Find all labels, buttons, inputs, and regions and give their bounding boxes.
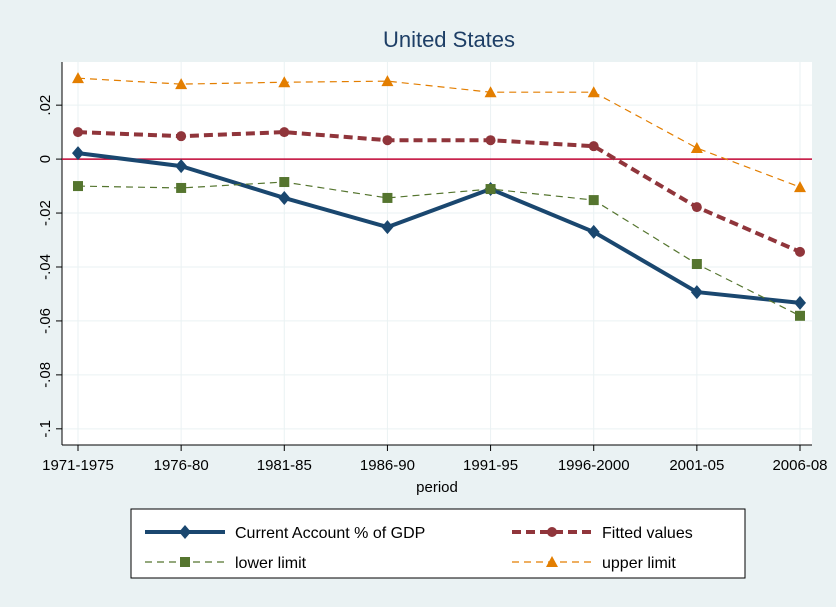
series-line	[77, 181, 801, 317]
point	[795, 246, 805, 257]
legend-label: upper limit	[602, 555, 676, 572]
legend-marker	[180, 557, 190, 567]
point	[73, 127, 83, 138]
legend-label: Fitted values	[602, 525, 693, 542]
series-line	[77, 77, 801, 188]
point	[690, 142, 703, 154]
point	[175, 78, 188, 90]
x-axis-title: period	[416, 479, 458, 496]
legend	[130, 508, 746, 579]
point	[381, 75, 394, 87]
y-tick-label: -.1	[37, 420, 54, 438]
x-tick-label: 2006-08	[772, 457, 827, 474]
point	[587, 224, 600, 239]
point	[279, 127, 290, 138]
point	[73, 181, 83, 192]
y-tick-label: -.04	[37, 254, 54, 280]
point	[795, 310, 805, 321]
point	[382, 192, 393, 203]
point	[175, 159, 188, 174]
legend-marker	[546, 556, 558, 567]
series-line	[77, 151, 801, 305]
point	[176, 182, 187, 193]
point	[588, 141, 599, 152]
y-tick-label: -.08	[37, 362, 54, 388]
point	[690, 285, 703, 300]
point	[176, 131, 187, 142]
point	[382, 135, 393, 146]
x-tick-label: 2001-05	[669, 457, 724, 474]
point	[279, 177, 290, 188]
point	[485, 184, 496, 195]
legend-label: Current Account % of GDP	[235, 525, 425, 542]
point	[794, 181, 806, 193]
point	[691, 259, 702, 270]
point	[794, 295, 806, 310]
x-tick-label: 1986-90	[360, 457, 415, 474]
x-tick-label: 1981-85	[257, 457, 312, 474]
y-tick-label: -.02	[37, 200, 54, 226]
point	[381, 220, 394, 235]
series-line	[77, 130, 801, 254]
y-tick-label: .02	[37, 95, 54, 116]
point	[691, 202, 702, 213]
point	[72, 72, 84, 84]
point	[72, 146, 84, 161]
y-tick-label: -.06	[37, 308, 54, 334]
x-tick-label: 1976-80	[154, 457, 209, 474]
x-tick-label: 1996-2000	[558, 457, 630, 474]
point	[485, 135, 496, 146]
chart-title: United States	[383, 27, 515, 52]
x-tick-label: 1991-95	[463, 457, 518, 474]
x-tick-label: 1971-1975	[42, 457, 114, 474]
point	[587, 86, 600, 98]
point	[278, 190, 291, 205]
point	[484, 86, 497, 98]
legend-label: lower limit	[235, 555, 307, 572]
y-tick-label: 0	[37, 155, 54, 163]
legend-marker	[179, 525, 191, 539]
plot-area	[62, 62, 812, 445]
legend-marker	[547, 527, 557, 537]
point	[588, 195, 599, 206]
point	[278, 76, 291, 88]
